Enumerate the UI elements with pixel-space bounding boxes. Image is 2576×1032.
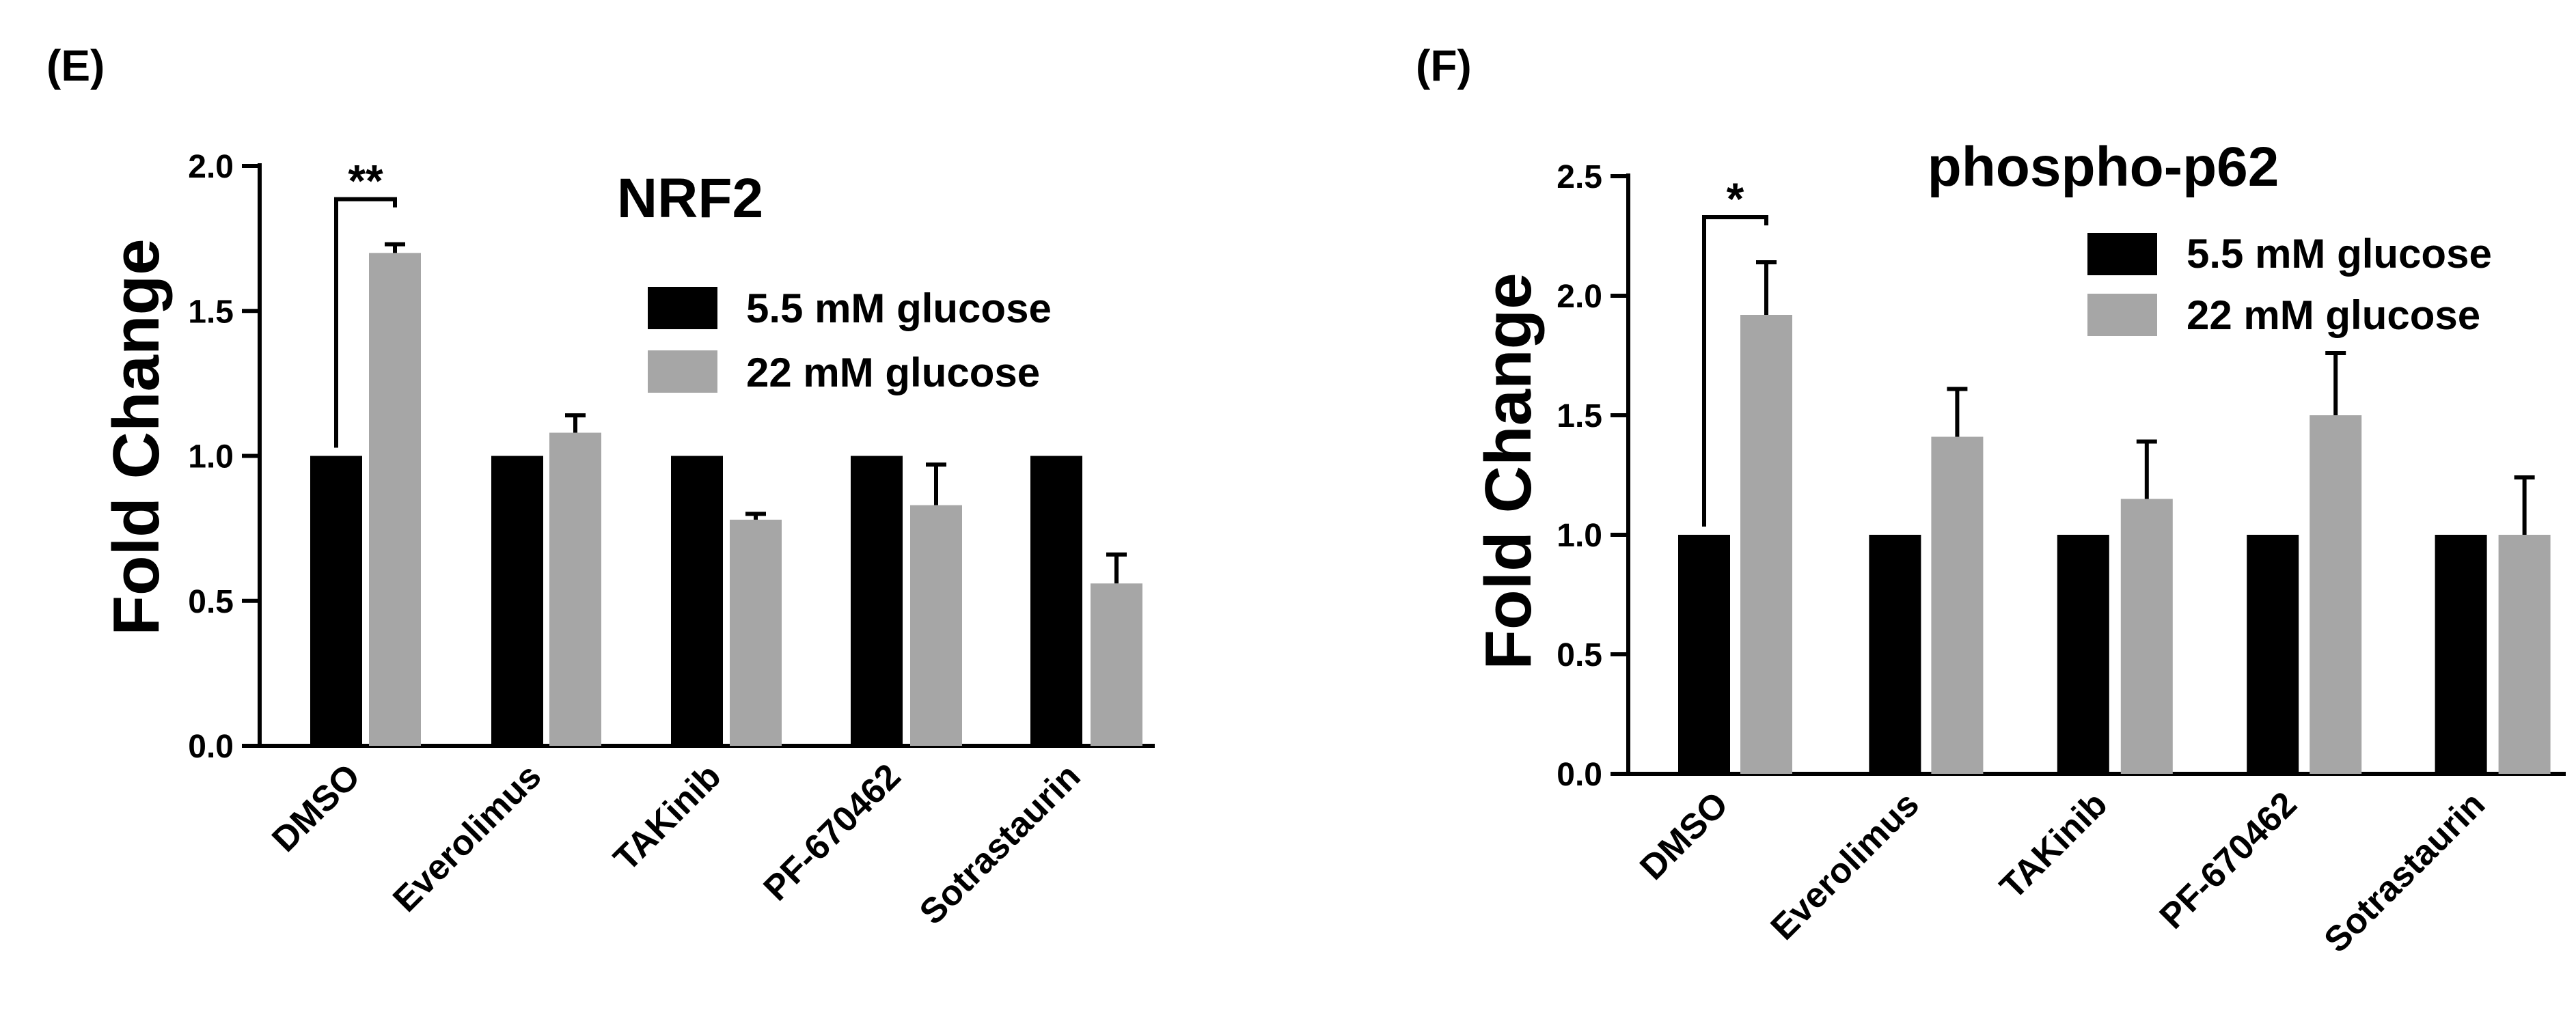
panel-f: (F) phospho-p62 Fold Change 0.0 0.5 1.0 1.5… [1416,41,2566,960]
bar [671,456,723,746]
category-label: DMSO [1632,784,1736,887]
legend-swatch-1 [2087,233,2157,275]
category-label: Sotrastaurin [912,756,1088,932]
bar [2310,415,2362,774]
legend: 5.5 mM glucose 22 mM glucose [2087,231,2492,338]
chart-title: phospho-p62 [1928,136,2279,198]
plot-area: 0.0 0.5 1.0 1.5 2.0 DMSO Everolimus TAKinib PF-6… [188,149,1155,932]
legend-swatch-2 [648,350,717,393]
category-label: TAKinib [1992,784,2115,906]
significance-bracket [334,197,397,448]
bar [1030,456,1082,746]
category-label: DMSO [264,756,368,859]
y-axis-label: Fold Change [100,238,173,635]
bar [491,456,543,746]
legend-swatch-1 [648,287,717,329]
y-tick-label: 0.0 [1557,757,1602,793]
category-label: TAKinib [606,756,728,878]
y-tick-label: 2.0 [1557,279,1602,315]
significance-label: * [1727,173,1744,224]
chart-title: NRF2 [617,167,763,229]
y-tick-label: 0.5 [1557,637,1602,673]
bar [1678,535,1730,774]
category-label: Everolimus [385,756,549,919]
plot-area: 0.0 0.5 1.0 1.5 2.0 2.5 DMSO Everolimus TAKinib P… [1557,159,2566,960]
y-tick-label: 2.0 [188,149,234,185]
bar [910,505,962,746]
y-tick-label: 0.5 [188,584,234,620]
y-tick-label: 1.0 [1557,518,1602,554]
bar [1931,436,1984,774]
bar [851,456,903,746]
panel-e: (E) NRF2 Fold Change 0.0 0.5 1.0 1.5 2.0 DMSO… [46,41,1155,932]
panel-label: (E) [46,41,105,90]
bar [549,432,601,746]
legend-label-2: 22 mM glucose [746,350,1040,395]
panel-label: (F) [1416,41,1472,90]
legend-label-1: 5.5 mM glucose [746,285,1052,331]
bar [2247,535,2299,774]
legend: 5.5 mM glucose 22 mM glucose [648,285,1052,395]
bar [730,519,782,746]
legend-label-1: 5.5 mM glucose [2187,231,2492,277]
y-tick-label: 1.5 [188,294,234,330]
y-tick-label: 0.0 [188,729,234,765]
legend-label-2: 22 mM glucose [2187,292,2480,338]
bar [2120,499,2173,774]
bar [310,456,362,746]
bar [2435,535,2487,774]
bar [1740,315,1792,774]
category-label: Sotrastaurin [2316,784,2493,960]
y-axis-label: Fold Change [1472,273,1545,669]
y-tick-label: 1.5 [1557,398,1602,434]
bar [369,253,421,747]
significance-bracket [1702,215,1768,527]
y-tick-label: 2.5 [1557,159,1602,195]
bar [1091,583,1142,746]
category-label: PF-670462 [2152,784,2305,936]
category-label: Everolimus [1764,784,1927,947]
significance-label: ** [348,156,383,206]
bar [2498,535,2551,774]
bar [2057,535,2109,774]
category-label: PF-670462 [756,756,909,908]
y-tick-label: 1.0 [188,439,234,475]
bar [1869,535,1921,774]
legend-swatch-2 [2087,294,2157,336]
